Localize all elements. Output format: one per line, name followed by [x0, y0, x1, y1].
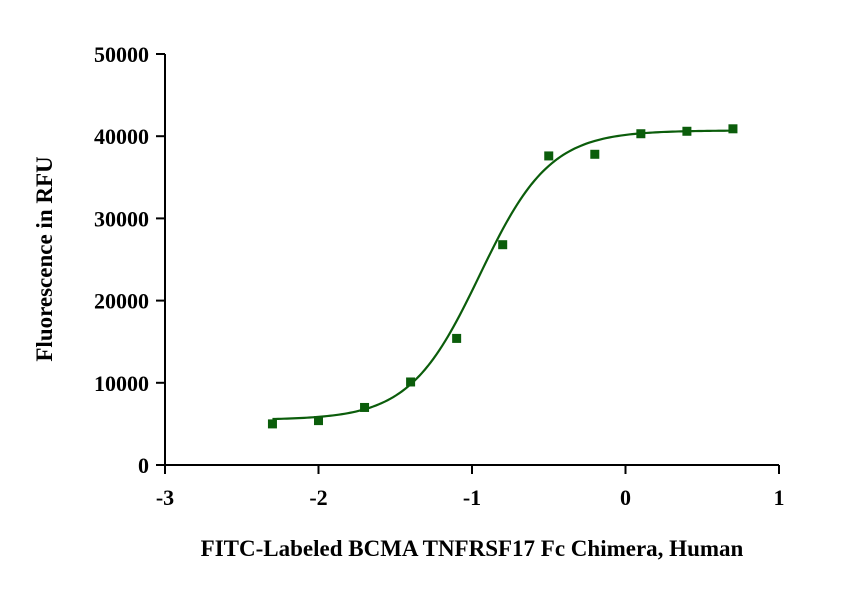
data-point	[682, 126, 692, 136]
axis-ticks: -3 -2 -1 0 1 0 10000 20000 30000 40000 50000	[94, 42, 785, 510]
fit-curve	[272, 129, 733, 421]
y-tick-label: 0	[138, 453, 149, 478]
x-axis-title: FITC-Labeled BCMA TNFRSF17 Fc Chimera, H…	[201, 536, 744, 561]
y-tick-label: 20000	[94, 289, 149, 314]
data-point	[360, 402, 370, 412]
y-tick-label: 10000	[94, 371, 149, 396]
x-tick-label: 0	[620, 485, 631, 510]
data-points-layer	[267, 124, 738, 429]
y-tick-label: 30000	[94, 206, 149, 231]
y-tick-label: 50000	[94, 42, 149, 67]
data-point	[452, 333, 462, 343]
y-tick-label: 40000	[94, 124, 149, 149]
axes	[164, 54, 779, 466]
x-tick-label: -1	[463, 485, 481, 510]
data-point	[267, 419, 277, 429]
data-point	[728, 124, 738, 134]
x-tick-label: 1	[774, 485, 785, 510]
y-axis-title: Fluorescence in RFU	[32, 156, 57, 362]
x-tick-label: -2	[309, 485, 327, 510]
data-point	[498, 240, 508, 250]
data-point	[590, 149, 600, 159]
data-point	[544, 151, 554, 161]
data-point	[314, 416, 323, 426]
x-tick-label: -3	[156, 485, 174, 510]
data-point	[406, 377, 416, 387]
fit-curve-layer	[272, 129, 733, 421]
data-point	[636, 129, 646, 139]
